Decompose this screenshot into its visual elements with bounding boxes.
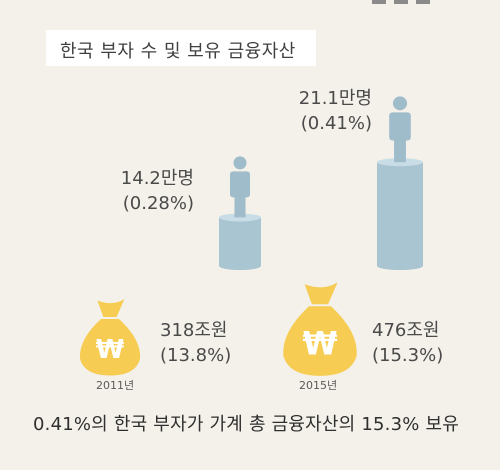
people-bar-2011 (219, 217, 261, 266)
person-body-icon-2015 (389, 112, 411, 141)
people-count-2015: 21.1만명 (298, 88, 372, 109)
asset-share-2011: (13.8%) (160, 345, 232, 366)
won-sign-icon-2015: ₩ (302, 326, 337, 363)
people-stat-2011: 14.2만명 (0.28%) (104, 166, 194, 216)
chart-title: 한국 부자 수 및 보유 금융자산 (60, 41, 296, 62)
money-bag-icon-2011 (79, 319, 141, 376)
money-bag-knot-2011 (97, 299, 125, 317)
person-body-icon-2011 (230, 171, 250, 198)
people-count-2011: 14.2만명 (120, 168, 194, 189)
summary-caption: 0.41%의 한국 부자가 가계 총 금융자산의 15.3% 보유 (33, 414, 459, 435)
people-stat-2015: 21.1만명 (0.41%) (282, 86, 372, 136)
people-bar-2015 (377, 162, 423, 266)
people-bar-base-2015 (377, 262, 423, 270)
person-head-icon-2011 (233, 156, 247, 170)
person-legs-icon-2011 (234, 195, 246, 218)
asset-amount-2015: 476조원 (372, 320, 440, 341)
asset-share-2015: (15.3%) (372, 345, 444, 366)
person-head-icon-2015 (392, 96, 408, 111)
asset-stat-2011: 318조원 (13.8%) (160, 318, 231, 368)
year-label-2015: 2015년 (299, 379, 338, 392)
title-box (46, 30, 316, 66)
asset-amount-2011: 318조원 (160, 320, 228, 341)
year-label-2011: 2011년 (96, 379, 135, 392)
money-bag-icon-2015 (283, 306, 357, 376)
asset-stat-2015: 476조원 (15.3%) (372, 318, 443, 368)
money-bag-knot-2015 (304, 282, 338, 305)
person-legs-icon-2015 (394, 138, 406, 163)
people-share-2011: (0.28%) (122, 193, 194, 214)
people-share-2015: (0.41%) (300, 113, 372, 134)
won-sign-icon-2011: ₩ (96, 335, 125, 365)
top-decoration (372, 0, 432, 5)
people-bar-base-2011 (219, 262, 261, 270)
